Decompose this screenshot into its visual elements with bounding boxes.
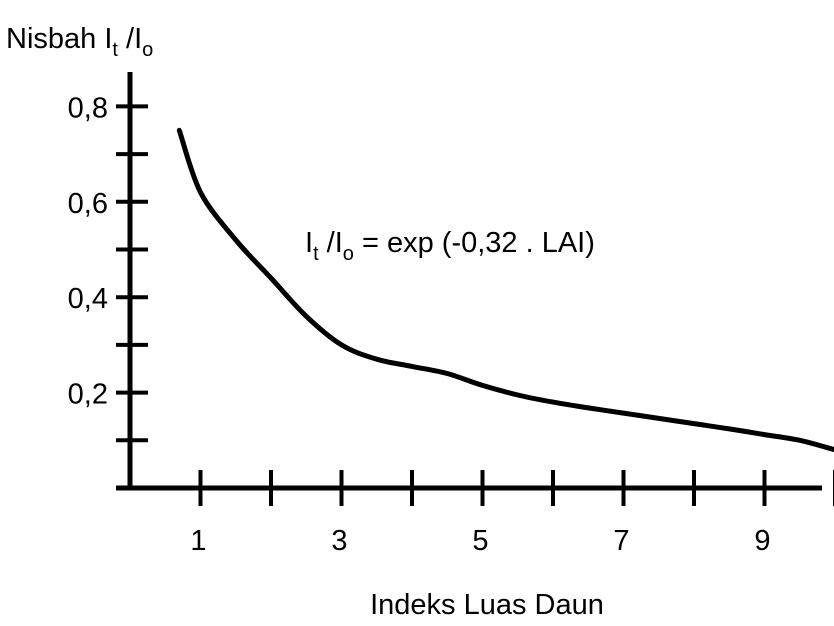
x-tick-label: 9 — [754, 525, 770, 557]
y-tick-labels: 0,2 0,4 0,6 0,8 — [68, 92, 108, 410]
plot-area — [176, 127, 834, 453]
eq-sub-t: t — [313, 243, 319, 265]
x-axis-title: Indeks Luas Daun — [370, 589, 604, 621]
axes — [116, 72, 822, 491]
x-tick-label: 3 — [331, 525, 347, 557]
y-title-sub1: t — [112, 39, 118, 61]
x-ticks — [198, 470, 834, 506]
y-tick-label: 0,4 — [68, 283, 108, 315]
series-line — [176, 127, 834, 453]
y-title-main: Nisbah I — [6, 23, 112, 55]
y-ticks — [116, 104, 148, 443]
x-tick-labels: 1 3 5 7 9 — [190, 525, 770, 557]
y-axis-title: Nisbah It /Io — [6, 23, 153, 61]
y-tick-label: 0,8 — [68, 92, 108, 124]
eq-i: I — [305, 227, 313, 259]
y-title-mid: /I — [118, 23, 142, 55]
x-tick-label: 7 — [613, 525, 629, 557]
svg-text:It /Io = exp (-0,32 . LAI): It /Io = exp (-0,32 . LAI) — [305, 227, 595, 265]
x-tick-label: 1 — [190, 525, 206, 557]
y-title-sub2: o — [142, 39, 153, 61]
svg-text:Nisbah It /Io: Nisbah It /Io — [6, 23, 153, 61]
y-tick-label: 0,6 — [68, 188, 108, 220]
eq-slash-i: /I — [319, 227, 343, 259]
y-tick-label: 0,2 — [68, 379, 108, 411]
x-tick-label: 5 — [472, 525, 488, 557]
eq-rest: = exp (-0,32 . LAI) — [354, 227, 595, 259]
eq-sub-o: o — [343, 243, 354, 265]
equation-annotation: It /Io = exp (-0,32 . LAI) — [305, 227, 595, 265]
